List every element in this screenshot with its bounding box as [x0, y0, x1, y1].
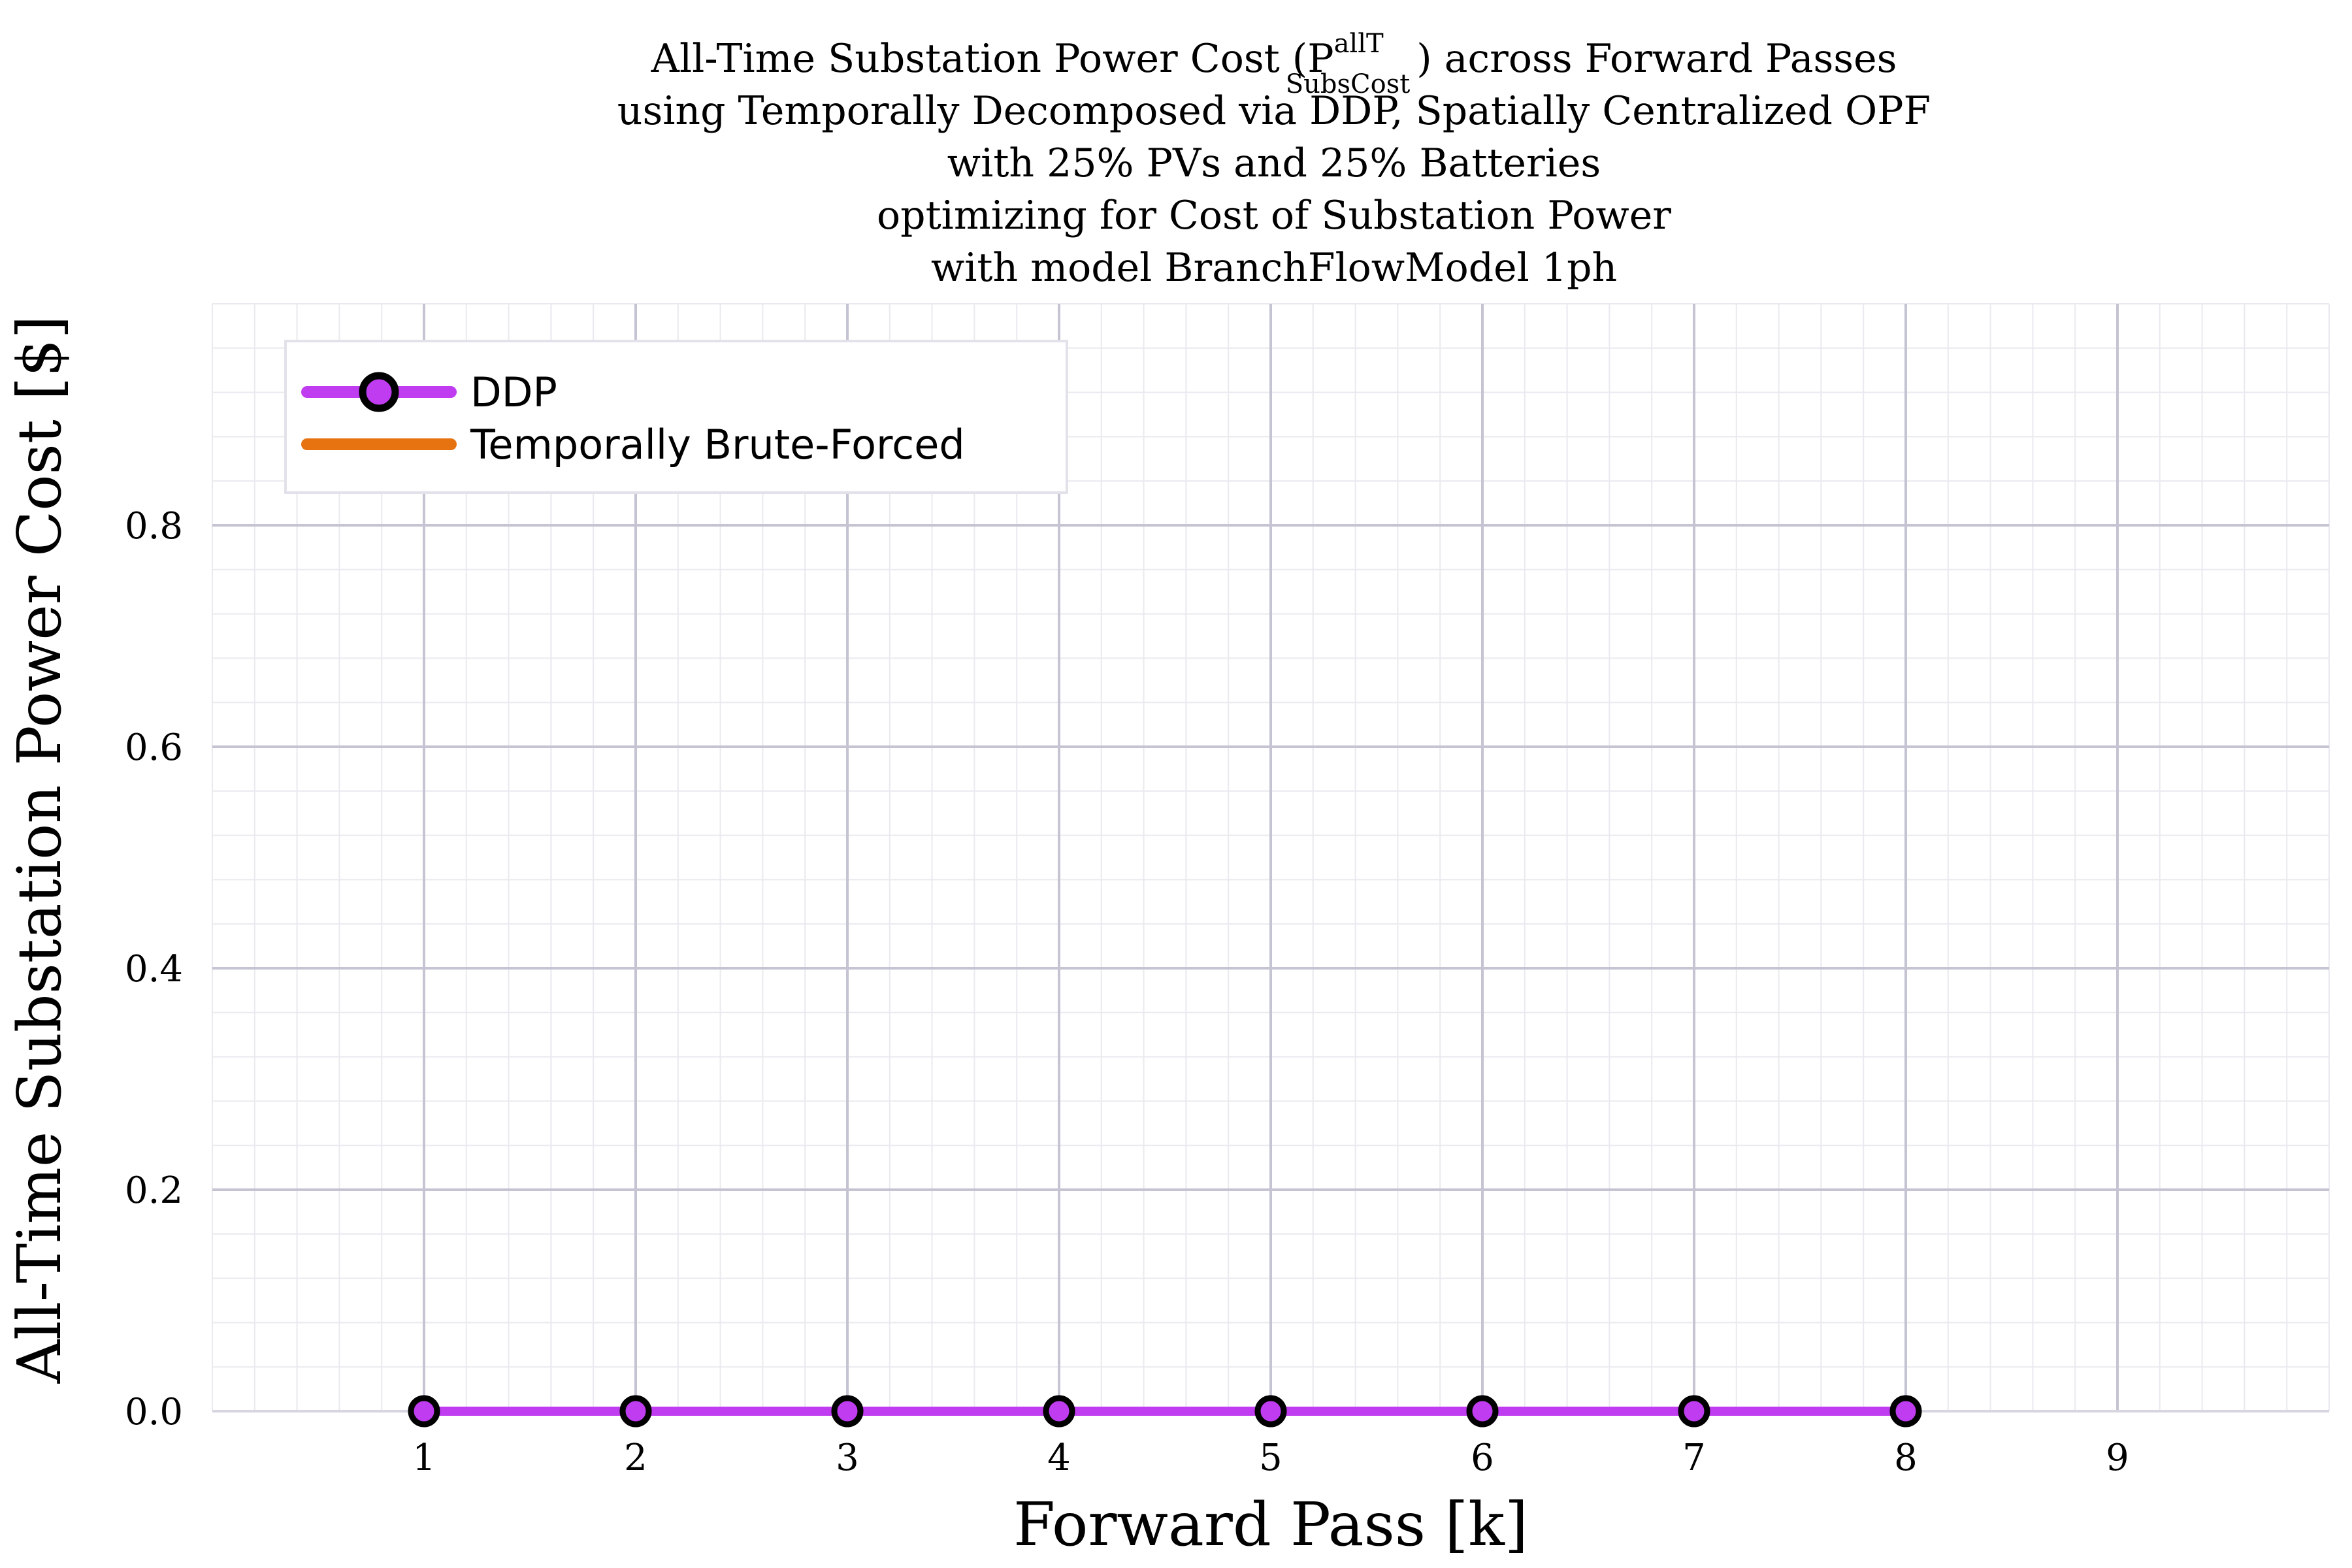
y-tick-labels: 0.0 0.2 0.4 0.6 0.8: [125, 505, 183, 1433]
legend-box: [284, 340, 1068, 494]
x-tick-label: 1: [412, 1437, 436, 1479]
title-line-1-suffix: ) across Forward Passes: [1416, 36, 1897, 82]
y-tick-label: 0.0: [125, 1391, 183, 1433]
x-tick-label: 9: [2106, 1437, 2129, 1479]
series-ddp: [408, 1395, 1922, 1428]
title-line-2: using Temporally Decomposed via DDP, Spa…: [617, 88, 1931, 134]
x-tick-labels: 1 2 3 4 5 6 7 8 9: [412, 1437, 2129, 1479]
title-line-4: optimizing for Cost of Substation Power: [877, 193, 1671, 238]
legend-swatch-marker: [359, 372, 399, 412]
x-tick-label: 5: [1259, 1437, 1282, 1479]
data-point: [1466, 1395, 1499, 1428]
legend-entry: DDP: [301, 368, 557, 416]
chart-title: All-Time Substation Power Cost (PallT Sub…: [617, 29, 1931, 291]
data-point: [408, 1395, 440, 1428]
data-point: [1254, 1395, 1287, 1428]
legend-label: Temporally Brute-Forced: [470, 421, 965, 468]
x-tick-label: 4: [1047, 1437, 1071, 1479]
x-tick-label: 2: [624, 1437, 647, 1479]
data-point: [1043, 1395, 1075, 1428]
legend: DDP Temporally Brute-Forced: [284, 340, 1068, 494]
data-point: [619, 1395, 652, 1428]
y-tick-label: 0.6: [125, 727, 183, 769]
y-tick-label: 0.4: [125, 948, 183, 990]
legend-label: DDP: [470, 368, 557, 416]
x-tick-label: 7: [1682, 1437, 1706, 1479]
title-line-1: All-Time Substation Power Cost (PallT Sub…: [651, 29, 1897, 99]
x-tick-label: 3: [836, 1437, 859, 1479]
x-tick-label: 8: [1894, 1437, 1918, 1479]
legend-entry: Temporally Brute-Forced: [301, 421, 965, 468]
title-subscript: SubsCost: [1286, 69, 1411, 99]
title-superscript: allT: [1334, 29, 1384, 59]
series-layer: [408, 1395, 1922, 1428]
title-line-3: with 25% PVs and 25% Batteries: [947, 140, 1601, 186]
x-tick-label: 6: [1471, 1437, 1494, 1479]
data-point: [1889, 1395, 1922, 1428]
data-point: [831, 1395, 864, 1428]
x-axis-label: Forward Pass [k]: [1013, 1490, 1528, 1560]
data-point: [1678, 1395, 1710, 1428]
y-axis-label: All-Time Substation Power Cost [$]: [5, 316, 74, 1384]
y-tick-label: 0.8: [125, 505, 183, 547]
title-line-1-text: All-Time Substation Power Cost (P: [651, 36, 1334, 82]
title-line-5: with model BranchFlowModel 1ph: [931, 245, 1617, 291]
y-tick-label: 0.2: [125, 1169, 183, 1212]
